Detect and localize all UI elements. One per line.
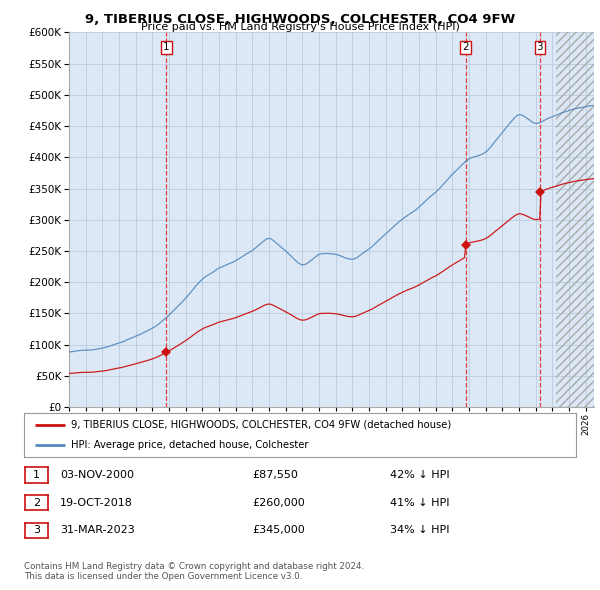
Text: Contains HM Land Registry data © Crown copyright and database right 2024.
This d: Contains HM Land Registry data © Crown c…	[24, 562, 364, 581]
Bar	[556, 32, 594, 407]
Text: 3: 3	[33, 526, 40, 535]
Text: 03-NOV-2000: 03-NOV-2000	[60, 470, 134, 480]
Text: 42% ↓ HPI: 42% ↓ HPI	[390, 470, 449, 480]
Text: 41% ↓ HPI: 41% ↓ HPI	[390, 498, 449, 507]
Text: 1: 1	[163, 42, 170, 53]
Text: 1: 1	[33, 470, 40, 480]
Text: 3: 3	[536, 42, 543, 53]
Text: 34% ↓ HPI: 34% ↓ HPI	[390, 526, 449, 535]
Text: Price paid vs. HM Land Registry's House Price Index (HPI): Price paid vs. HM Land Registry's House …	[140, 22, 460, 32]
Text: £345,000: £345,000	[252, 526, 305, 535]
Text: £87,550: £87,550	[252, 470, 298, 480]
Text: 19-OCT-2018: 19-OCT-2018	[60, 498, 133, 507]
Text: 9, TIBERIUS CLOSE, HIGHWOODS, COLCHESTER, CO4 9FW (detached house): 9, TIBERIUS CLOSE, HIGHWOODS, COLCHESTER…	[71, 420, 451, 430]
Text: 2: 2	[463, 42, 469, 53]
Text: HPI: Average price, detached house, Colchester: HPI: Average price, detached house, Colc…	[71, 440, 308, 450]
Text: 2: 2	[33, 498, 40, 507]
Bar	[556, 32, 594, 407]
Text: 31-MAR-2023: 31-MAR-2023	[60, 526, 135, 535]
Text: £260,000: £260,000	[252, 498, 305, 507]
Text: 9, TIBERIUS CLOSE, HIGHWOODS, COLCHESTER, CO4 9FW: 9, TIBERIUS CLOSE, HIGHWOODS, COLCHESTER…	[85, 13, 515, 26]
